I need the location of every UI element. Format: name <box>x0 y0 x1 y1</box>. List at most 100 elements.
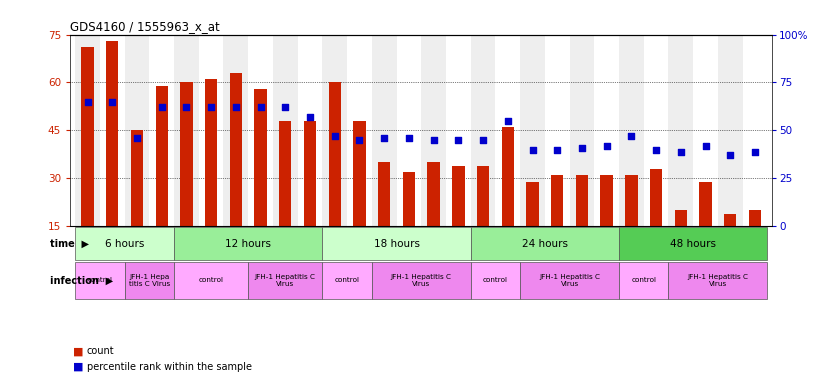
Point <box>278 104 292 111</box>
Bar <box>501 127 514 226</box>
Text: percentile rank within the sample: percentile rank within the sample <box>87 362 252 372</box>
Text: 24 hours: 24 hours <box>522 239 567 249</box>
Point <box>477 137 490 143</box>
Point <box>526 147 539 153</box>
Bar <box>248 262 322 299</box>
Point <box>328 133 341 139</box>
Text: JFH-1 Hepatitis C
Virus: JFH-1 Hepatitis C Virus <box>254 274 316 287</box>
Bar <box>354 121 366 226</box>
Bar <box>396 35 421 226</box>
Bar <box>427 162 439 226</box>
Bar <box>403 172 415 226</box>
Bar <box>595 35 619 226</box>
Bar <box>619 262 668 299</box>
Point <box>155 104 169 111</box>
Bar <box>471 227 619 260</box>
Bar <box>304 121 316 226</box>
Bar <box>743 35 767 226</box>
Bar <box>446 35 471 226</box>
Text: count: count <box>87 346 114 356</box>
Bar <box>230 73 242 226</box>
Point <box>353 137 366 143</box>
Bar <box>81 47 93 226</box>
Text: control: control <box>483 277 508 283</box>
Point <box>501 118 515 124</box>
Point <box>427 137 440 143</box>
Bar <box>545 35 570 226</box>
Bar <box>329 83 341 226</box>
Bar <box>749 210 762 226</box>
Bar <box>668 35 693 226</box>
Bar <box>520 262 619 299</box>
Point <box>205 104 218 111</box>
Bar <box>675 210 687 226</box>
Text: GDS4160 / 1555963_x_at: GDS4160 / 1555963_x_at <box>70 20 220 33</box>
Bar <box>75 262 125 299</box>
Bar <box>297 35 322 226</box>
Bar <box>106 41 118 226</box>
Bar <box>643 35 668 226</box>
Point <box>624 133 638 139</box>
Text: control: control <box>88 277 112 283</box>
Bar <box>372 35 396 226</box>
Bar <box>205 79 217 226</box>
Bar <box>174 227 322 260</box>
Bar <box>693 35 718 226</box>
Bar <box>619 35 643 226</box>
Point <box>230 104 243 111</box>
Bar <box>248 35 273 226</box>
Point <box>106 99 119 105</box>
Text: control: control <box>631 277 656 283</box>
Bar <box>174 262 248 299</box>
Bar <box>570 35 595 226</box>
Bar <box>322 35 347 226</box>
Bar <box>378 162 391 226</box>
Text: 12 hours: 12 hours <box>225 239 271 249</box>
Bar <box>477 166 489 226</box>
Bar <box>471 35 496 226</box>
Text: infection  ▶: infection ▶ <box>50 275 113 285</box>
Text: control: control <box>335 277 359 283</box>
Bar <box>452 166 464 226</box>
Bar <box>224 35 248 226</box>
Text: JFH-1 Hepatitis C
Virus: JFH-1 Hepatitis C Virus <box>391 274 452 287</box>
Bar <box>155 86 168 226</box>
Text: ■: ■ <box>73 346 83 356</box>
Bar <box>273 35 297 226</box>
Bar <box>199 35 224 226</box>
Bar <box>75 35 100 226</box>
Bar <box>322 262 372 299</box>
Text: 18 hours: 18 hours <box>373 239 420 249</box>
Point <box>576 145 589 151</box>
Point <box>649 147 662 153</box>
Bar <box>125 35 150 226</box>
Bar <box>601 175 613 226</box>
Text: ■: ■ <box>73 362 83 372</box>
Point <box>254 104 267 111</box>
Bar <box>150 35 174 226</box>
Bar <box>471 262 520 299</box>
Bar <box>625 175 638 226</box>
Bar <box>131 131 143 226</box>
Bar <box>526 182 539 226</box>
Text: JFH-1 Hepatitis C
Virus: JFH-1 Hepatitis C Virus <box>539 274 601 287</box>
Text: 6 hours: 6 hours <box>105 239 145 249</box>
Bar <box>347 35 372 226</box>
Point <box>377 135 391 141</box>
Point <box>452 137 465 143</box>
Point <box>402 135 415 141</box>
Point <box>131 135 144 141</box>
Bar <box>650 169 662 226</box>
Bar <box>322 227 471 260</box>
Point <box>81 99 94 105</box>
Bar <box>700 182 712 226</box>
Bar <box>254 89 267 226</box>
Bar <box>668 262 767 299</box>
Bar <box>551 175 563 226</box>
Bar <box>100 35 125 226</box>
Point <box>303 114 316 120</box>
Bar <box>576 175 588 226</box>
Bar <box>75 227 174 260</box>
Text: JFH-1 Hepa
titis C Virus: JFH-1 Hepa titis C Virus <box>129 274 170 287</box>
Point <box>551 147 564 153</box>
